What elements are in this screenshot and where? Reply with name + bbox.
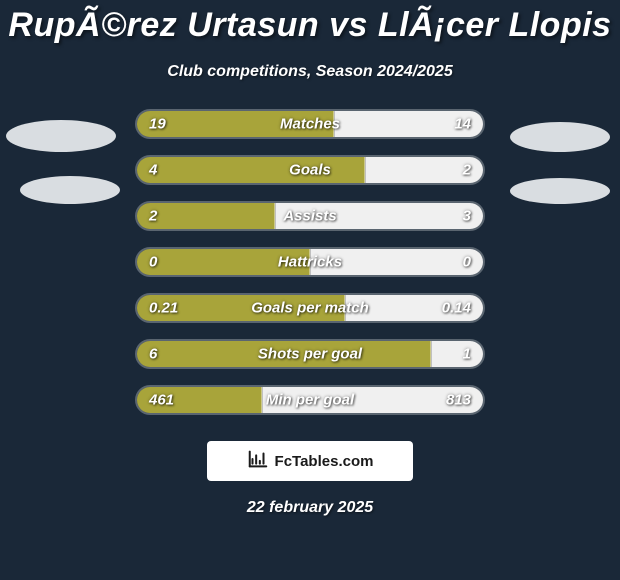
stat-bar: 1914Matches xyxy=(135,109,485,139)
stat-value-left: 4 xyxy=(149,162,157,179)
source-badge-text: FcTables.com xyxy=(275,453,374,470)
stat-value-right: 813 xyxy=(446,392,471,409)
decorative-ellipse xyxy=(510,122,610,152)
stat-value-left: 0.21 xyxy=(149,300,178,317)
stat-bar-left-fill xyxy=(137,341,431,367)
stat-value-right: 0 xyxy=(463,254,471,271)
comparison-chart: 1914Matches42Goals23Assists00Hattricks0.… xyxy=(0,109,620,415)
stat-bar-right-fill xyxy=(275,203,483,229)
page-title: RupÃ©rez Urtasun vs LlÃ¡cer Llopis xyxy=(0,0,620,45)
stat-bar: 461813Min per goal xyxy=(135,385,485,415)
stat-value-right: 2 xyxy=(463,162,471,179)
chart-icon xyxy=(247,448,269,474)
stat-value-right: 14 xyxy=(454,116,471,133)
stat-bar-right-fill xyxy=(431,341,483,367)
decorative-ellipse xyxy=(6,120,116,152)
source-badge: FcTables.com xyxy=(207,441,413,481)
stat-value-left: 19 xyxy=(149,116,166,133)
stat-value-left: 461 xyxy=(149,392,174,409)
stat-value-left: 0 xyxy=(149,254,157,271)
stat-value-left: 2 xyxy=(149,208,157,225)
stat-value-right: 3 xyxy=(463,208,471,225)
stat-bar-left-fill xyxy=(137,157,365,183)
decorative-ellipse xyxy=(20,176,120,204)
stat-bar-left-fill xyxy=(137,111,334,137)
stat-bar: 23Assists xyxy=(135,201,485,231)
stat-bar: 00Hattricks xyxy=(135,247,485,277)
page-subtitle: Club competitions, Season 2024/2025 xyxy=(0,63,620,81)
stat-bar: 61Shots per goal xyxy=(135,339,485,369)
stat-value-left: 6 xyxy=(149,346,157,363)
stat-bar-left-fill xyxy=(137,203,275,229)
stat-value-right: 0.14 xyxy=(442,300,471,317)
stat-bar: 42Goals xyxy=(135,155,485,185)
stat-value-right: 1 xyxy=(463,346,471,363)
stat-bar: 0.210.14Goals per match xyxy=(135,293,485,323)
decorative-ellipse xyxy=(510,178,610,204)
footer-date: 22 february 2025 xyxy=(0,499,620,517)
stat-bar-right-fill xyxy=(310,249,483,275)
stat-bar-left-fill xyxy=(137,249,310,275)
